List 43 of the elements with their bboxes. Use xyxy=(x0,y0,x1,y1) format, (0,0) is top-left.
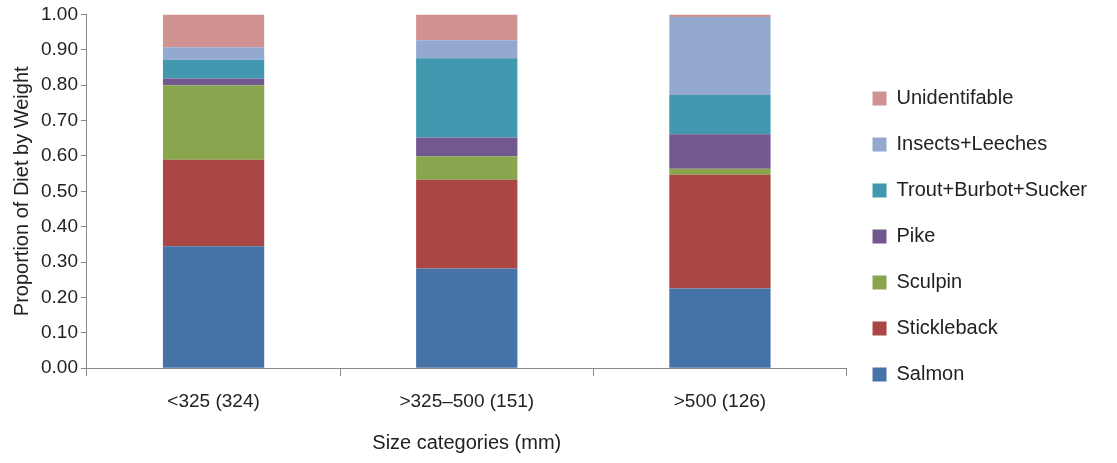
bar xyxy=(416,137,518,157)
legend-label: Pike xyxy=(896,224,936,247)
bar xyxy=(416,40,518,59)
bar xyxy=(669,95,771,135)
y-axis-title: Proportion of Diet by Weight xyxy=(9,65,32,317)
x-tick-label: >325–500 (151) xyxy=(399,389,535,411)
y-tick-label: 0.00 xyxy=(41,356,78,378)
bar xyxy=(416,14,518,41)
y-tick-label: 1.00 xyxy=(41,2,78,24)
legend-label: Trout+Burbot+Sucker xyxy=(896,178,1088,201)
x-tick-label: >500 (126) xyxy=(673,389,767,411)
bar xyxy=(162,47,265,60)
bar xyxy=(669,288,771,368)
y-tick-label: 0.50 xyxy=(41,179,78,201)
bar xyxy=(669,16,771,96)
bar xyxy=(162,59,265,79)
legend-label: Sculpin xyxy=(896,270,963,293)
legend-label: Insects+Leeches xyxy=(896,132,1048,155)
bar xyxy=(162,14,265,48)
bar xyxy=(416,268,518,368)
legend-label: Stickleback xyxy=(896,316,999,339)
y-tick-label: 0.30 xyxy=(41,250,78,272)
y-tick-label: 0.40 xyxy=(41,214,78,236)
y-tick-label: 0.60 xyxy=(41,144,78,166)
bar xyxy=(416,58,518,138)
bar xyxy=(669,134,771,169)
legend-label: Unidentifable xyxy=(896,86,1014,109)
legend-label: Salmon xyxy=(896,362,965,385)
bar xyxy=(162,85,265,160)
y-tick-label: 0.10 xyxy=(41,321,78,343)
bar xyxy=(162,78,265,86)
bar xyxy=(162,246,265,368)
y-tick-label: 0.90 xyxy=(41,38,78,60)
bar xyxy=(162,159,265,247)
x-axis-title: Size categories (mm) xyxy=(372,430,562,453)
bar xyxy=(669,174,771,289)
bar xyxy=(416,156,518,180)
y-tick-label: 0.80 xyxy=(41,73,78,95)
y-tick-label: 0.20 xyxy=(41,285,78,307)
x-tick-label: <325 (324) xyxy=(167,389,260,411)
bar xyxy=(416,179,518,269)
y-tick-label: 0.70 xyxy=(41,108,78,130)
bar xyxy=(669,168,771,175)
